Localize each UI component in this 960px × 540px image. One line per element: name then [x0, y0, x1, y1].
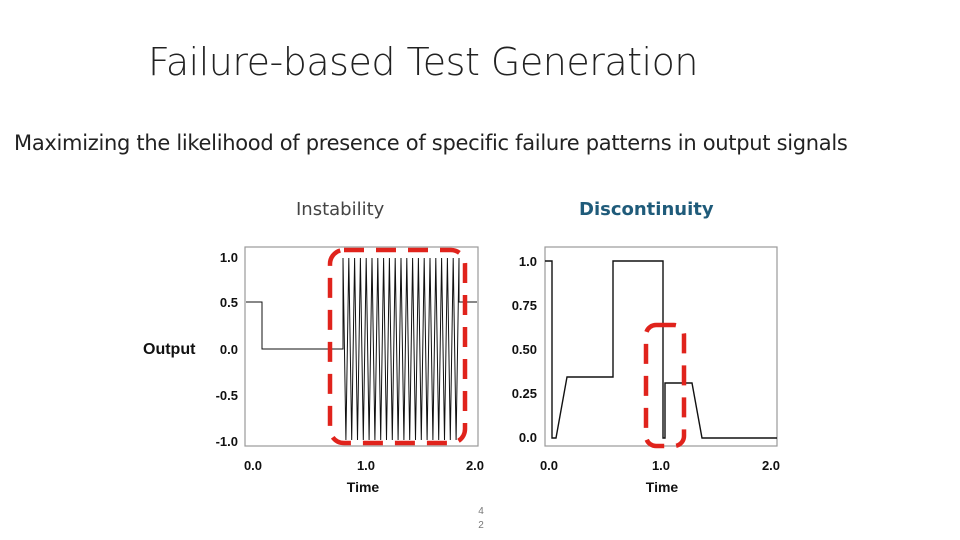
instability-signal-line: [246, 257, 477, 441]
instability-y-tick: 0.0: [220, 342, 238, 357]
instability-plot: 1.0 0.5 0.0 -0.5 -1.0 0.0 1.0 2.0 Time: [216, 246, 484, 495]
discontinuity-signal-line: [545, 260, 777, 439]
discontinuity-highlight: [643, 322, 687, 449]
slide-number: 4 2: [476, 505, 486, 533]
instability-label: Instability: [296, 199, 385, 220]
discontinuity-y-tick: 0.75: [512, 298, 537, 313]
discontinuity-y-tick: 0.25: [512, 386, 537, 401]
discontinuity-x-tick: 0.0: [540, 458, 558, 473]
discontinuity-plot: 1.0 0.75 0.50 0.25 0.0 0.0 1.0 2.0 Time: [512, 246, 780, 495]
discontinuity-x-tick: 1.0: [652, 458, 670, 473]
instability-plot-frame: [244, 246, 479, 447]
slide-number-digit-2: 2: [478, 520, 484, 531]
instability-y-tick: -0.5: [216, 388, 238, 403]
discontinuity-y-tick: 1.0: [519, 254, 537, 269]
discontinuity-x-tick: 2.0: [762, 458, 780, 473]
slide-number-digit-1: 4: [478, 506, 484, 517]
instability-x-tick: 2.0: [466, 458, 484, 473]
slide-title: Failure-based Test Generation: [148, 40, 698, 84]
instability-x-tick: 0.0: [244, 458, 262, 473]
slide-subtitle: Maximizing the likelihood of presence of…: [14, 131, 848, 155]
instability-y-tick: 1.0: [220, 250, 238, 265]
output-axis-label: Output: [143, 341, 196, 358]
discontinuity-y-tick: 0.50: [512, 342, 537, 357]
instability-y-tick: 0.5: [220, 295, 238, 310]
discontinuity-x-axis-title: Time: [646, 479, 679, 495]
discontinuity-plot-frame: [544, 246, 778, 447]
discontinuity-label: Discontinuity: [579, 199, 714, 220]
instability-highlight: [327, 247, 468, 446]
discontinuity-y-tick: 0.0: [519, 430, 537, 445]
instability-x-axis-title: Time: [347, 479, 380, 495]
instability-x-tick: 1.0: [357, 458, 375, 473]
instability-y-tick: -1.0: [216, 434, 238, 449]
